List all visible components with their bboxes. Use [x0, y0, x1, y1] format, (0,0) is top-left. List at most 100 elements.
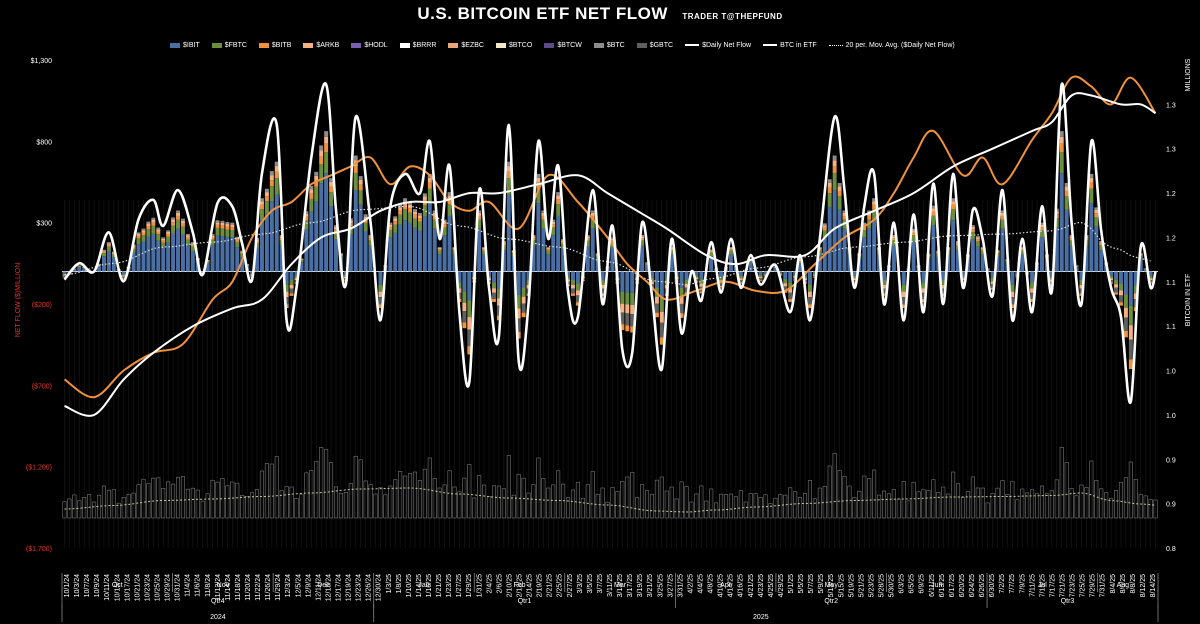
- flow-bar: [408, 202, 413, 205]
- flow-bar: [482, 247, 487, 249]
- flow-bar: [427, 188, 432, 204]
- volume-bar: [235, 482, 240, 519]
- flow-bar: [625, 325, 630, 332]
- volume-bar: [1143, 495, 1148, 519]
- flow-bar: [136, 238, 141, 245]
- volume-bar: [960, 497, 966, 519]
- flow-bar: [970, 226, 975, 230]
- flow-bar: [403, 204, 408, 210]
- flow-bar: [620, 324, 625, 331]
- flow-bar: [496, 288, 501, 299]
- volume-bar: [121, 496, 126, 519]
- flow-bar: [921, 288, 926, 293]
- flow-bar: [121, 274, 126, 276]
- volume-bar: [1153, 499, 1158, 519]
- flow-bar: [403, 198, 408, 202]
- flow-bar: [309, 193, 314, 199]
- flow-bar: [531, 240, 536, 246]
- x-tick-label: 11/6/24: [195, 574, 202, 597]
- legend-swatch: [544, 42, 555, 48]
- flow-bar: [664, 271, 669, 281]
- flow-bar: [694, 271, 699, 276]
- flow-bar: [259, 201, 264, 205]
- volume-bar: [106, 489, 111, 519]
- legend-item: $BITB: [258, 42, 291, 49]
- volume-bar: [679, 481, 684, 519]
- flow-bar: [180, 223, 185, 227]
- x-tick-label: 10/7/24: [84, 574, 91, 597]
- x-tick-label: 5/9/25: [818, 574, 825, 594]
- flow-bar: [625, 271, 630, 293]
- flow-bar: [931, 225, 936, 272]
- flow-bar: [1074, 265, 1079, 266]
- flow-bar: [482, 250, 487, 255]
- flow-bar: [477, 215, 482, 220]
- flow-bar: [654, 271, 659, 288]
- volume-bar: [891, 489, 896, 519]
- flow-bar: [447, 192, 452, 196]
- flow-bar: [951, 198, 956, 202]
- volume-bar: [605, 501, 610, 519]
- x-tick-label: 8/8/25: [1130, 574, 1137, 594]
- volume-bar: [452, 486, 457, 519]
- flow-bar: [180, 220, 185, 224]
- volume-bar: [368, 484, 373, 519]
- x-tick-label: 12/30/24: [376, 574, 383, 601]
- flow-bar: [516, 294, 521, 309]
- volume-bar: [1020, 488, 1025, 519]
- volume-bar: [1123, 477, 1128, 519]
- flow-bar: [225, 224, 230, 227]
- flow-bar: [269, 201, 274, 272]
- x-tick-label: 12/11/24: [315, 574, 322, 601]
- x-tick-label: 11/29/24: [275, 574, 282, 601]
- flow-bar: [393, 232, 398, 272]
- flow-bar: [492, 282, 496, 289]
- flow-bar: [570, 280, 575, 285]
- x-tick-label: 4/4/25: [697, 574, 704, 594]
- flow-bar: [166, 242, 171, 272]
- flow-bar: [852, 280, 857, 283]
- flow-bar: [570, 288, 575, 294]
- flow-bar: [77, 265, 82, 266]
- flow-bar: [570, 293, 575, 296]
- volume-bar: [190, 487, 195, 519]
- flow-bar: [358, 184, 363, 191]
- volume-bar: [319, 447, 324, 519]
- flow-bar: [101, 256, 106, 272]
- flow-bar: [264, 213, 269, 272]
- flow-bar: [106, 243, 111, 245]
- flow-bar: [788, 271, 793, 283]
- volume-bar: [1133, 479, 1138, 519]
- flow-bar: [324, 173, 329, 272]
- flow-bar: [77, 267, 82, 272]
- flow-bar: [1059, 152, 1064, 174]
- flow-bar: [556, 192, 561, 196]
- flow-bar: [299, 258, 304, 260]
- volume-bar: [501, 488, 506, 519]
- flow-bar: [146, 221, 151, 224]
- flow-bar: [516, 318, 521, 332]
- flow-bar: [990, 271, 995, 278]
- legend-item: $FBTC: [211, 42, 247, 49]
- flow-bar: [758, 278, 763, 281]
- flow-bar: [442, 227, 447, 236]
- flow-bar: [783, 271, 788, 279]
- flow-bar: [975, 239, 980, 242]
- flow-bar: [822, 227, 827, 231]
- flow-bar: [625, 292, 630, 305]
- flow-bar: [289, 284, 294, 289]
- flow-bar: [363, 219, 368, 223]
- flow-bar: [807, 297, 812, 305]
- flow-bar: [783, 278, 788, 284]
- flow-bar: [309, 198, 314, 212]
- volume-bar: [353, 455, 358, 519]
- flow-bar: [289, 293, 294, 296]
- volume-bar: [980, 487, 985, 519]
- volume-bar: [496, 485, 501, 519]
- flow-bar: [358, 204, 363, 272]
- quarter-label: Qtr4: [211, 598, 225, 605]
- flow-bar: [176, 215, 180, 220]
- volume-bar: [798, 497, 803, 519]
- flow-bar: [585, 246, 590, 272]
- flow-bar: [185, 235, 190, 238]
